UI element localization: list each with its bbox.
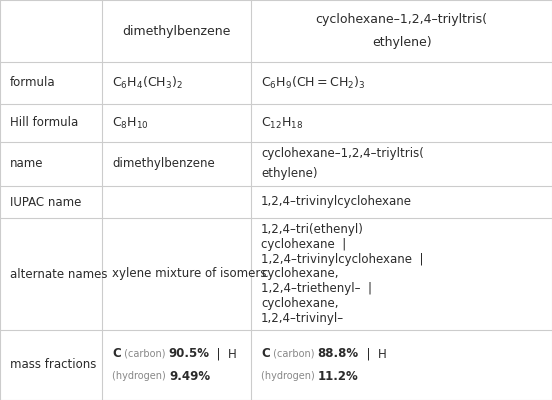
Text: 1,2,4–tri(ethenyl): 1,2,4–tri(ethenyl) <box>261 223 364 236</box>
Text: cyclohexane  |: cyclohexane | <box>261 238 346 251</box>
Text: $\mathregular{C_{12}H_{18}}$: $\mathregular{C_{12}H_{18}}$ <box>261 116 304 130</box>
Text: (hydrogen): (hydrogen) <box>261 371 318 381</box>
Text: 11.2%: 11.2% <box>318 370 359 383</box>
Text: cyclohexane,: cyclohexane, <box>261 268 338 280</box>
Text: (carbon): (carbon) <box>270 349 317 359</box>
Text: cyclohexane–1,2,4–triyltris(: cyclohexane–1,2,4–triyltris( <box>261 148 424 160</box>
Text: name: name <box>10 158 44 170</box>
Text: dimethylbenzene: dimethylbenzene <box>123 24 231 38</box>
Text: 1,2,4–triethenyl–  |: 1,2,4–triethenyl– | <box>261 282 372 296</box>
Text: Hill formula: Hill formula <box>10 116 78 130</box>
Text: $\mathregular{C_8H_{10}}$: $\mathregular{C_8H_{10}}$ <box>112 116 149 130</box>
Text: $\mathregular{C_6H_9(CH{=}CH_2)_3}$: $\mathregular{C_6H_9(CH{=}CH_2)_3}$ <box>261 75 365 91</box>
Text: alternate names: alternate names <box>10 268 108 280</box>
Text: (hydrogen): (hydrogen) <box>112 371 169 381</box>
Text: dimethylbenzene: dimethylbenzene <box>112 158 215 170</box>
Text: mass fractions: mass fractions <box>10 358 96 372</box>
Text: (carbon): (carbon) <box>121 349 168 359</box>
Text: C: C <box>261 347 270 360</box>
Text: ethylene): ethylene) <box>371 36 432 49</box>
Text: 90.5%: 90.5% <box>168 347 209 360</box>
Text: |  H: | H <box>359 347 386 360</box>
Text: cyclohexane,: cyclohexane, <box>261 297 338 310</box>
Text: 1,2,4–trivinylcyclohexane: 1,2,4–trivinylcyclohexane <box>261 196 412 208</box>
Text: C: C <box>112 347 121 360</box>
Text: formula: formula <box>10 76 56 90</box>
Text: 9.49%: 9.49% <box>169 370 210 383</box>
Text: $\mathregular{C_6H_4(CH_3)_2}$: $\mathregular{C_6H_4(CH_3)_2}$ <box>112 75 183 91</box>
Text: 1,2,4–trivinylcyclohexane  |: 1,2,4–trivinylcyclohexane | <box>261 252 423 266</box>
Text: |  H: | H <box>209 347 237 360</box>
Text: cyclohexane–1,2,4–triyltris(: cyclohexane–1,2,4–triyltris( <box>316 13 487 26</box>
Text: IUPAC name: IUPAC name <box>10 196 81 208</box>
Text: 88.8%: 88.8% <box>317 347 359 360</box>
Text: xylene mixture of isomers: xylene mixture of isomers <box>112 268 267 280</box>
Text: ethylene): ethylene) <box>261 168 317 180</box>
Text: 1,2,4–trivinyl–: 1,2,4–trivinyl– <box>261 312 344 325</box>
